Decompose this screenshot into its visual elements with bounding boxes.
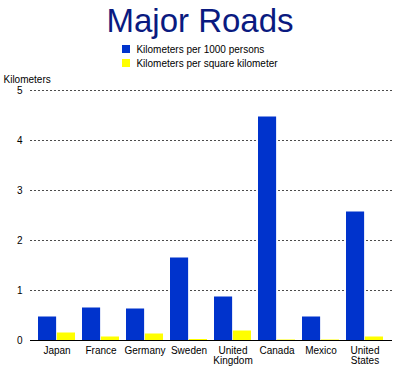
svg-text:Germany: Germany <box>124 345 165 356</box>
svg-text:Mexico: Mexico <box>305 345 337 356</box>
svg-text:1: 1 <box>17 285 23 296</box>
svg-text:2: 2 <box>17 235 23 246</box>
svg-text:Canada: Canada <box>259 345 294 356</box>
html-text:Major Roads: Major Roads <box>106 2 294 39</box>
html-text:Kilometers per square kilomete: Kilometers per square kilometer <box>136 57 278 69</box>
svg-text:Japan: Japan <box>43 345 70 356</box>
svg-text:France: France <box>85 345 117 356</box>
svg-text:4: 4 <box>17 135 23 146</box>
svg-text:UnitedKingdom: UnitedKingdom <box>213 345 252 366</box>
svg-text:UnitedStates: UnitedStates <box>351 345 380 366</box>
svg-text:3: 3 <box>17 185 23 196</box>
svg-text:Sweden: Sweden <box>171 345 207 356</box>
html-text:Kilometers per 1000 persons: Kilometers per 1000 persons <box>136 43 265 55</box>
svg-text:Kilometers: Kilometers <box>4 74 51 85</box>
svg-text:5: 5 <box>17 85 23 96</box>
svg-text:0: 0 <box>17 335 23 346</box>
